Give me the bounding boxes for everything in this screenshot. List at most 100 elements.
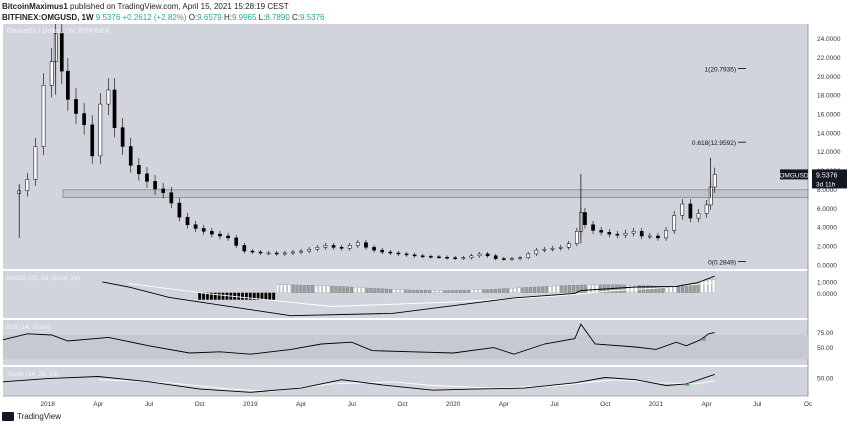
candle-body xyxy=(591,224,595,231)
macd-histogram-bar xyxy=(669,286,673,293)
candle-body xyxy=(599,230,604,233)
macd-histogram-bar xyxy=(521,287,525,293)
candle-body xyxy=(74,99,78,114)
macd-histogram-bar xyxy=(591,284,595,293)
macd-histogram-bar xyxy=(314,285,318,293)
macd-histogram-bar xyxy=(560,285,564,293)
macd-histogram-bar xyxy=(435,290,439,293)
macd-histogram-bar xyxy=(318,285,322,293)
candle-body xyxy=(137,165,141,175)
macd-histogram-bar xyxy=(482,289,486,293)
candle-body xyxy=(250,250,255,253)
macd-histogram-bar xyxy=(213,292,217,300)
macd-histogram-bar xyxy=(346,286,350,293)
macd-histogram-bar xyxy=(494,288,498,293)
macd-histogram-bar xyxy=(307,285,311,293)
candle-body xyxy=(510,258,514,260)
time-tick-1: Apr xyxy=(93,401,104,408)
macd-histogram-bar xyxy=(466,290,470,293)
macd-histogram-bar xyxy=(622,284,626,293)
macd-histogram-bar xyxy=(416,290,420,293)
low-label: L: xyxy=(258,13,266,22)
macd-histogram-bar xyxy=(420,290,424,293)
macd-histogram-bar xyxy=(614,284,618,293)
macd-histogram-bar xyxy=(486,289,490,293)
candle-body xyxy=(380,249,385,253)
candle-body xyxy=(283,252,287,255)
time-tick-6: Jul xyxy=(348,401,357,408)
macd-histogram-bar xyxy=(579,284,583,293)
publisher-name[interactable]: BitcoinMaximus1 xyxy=(2,2,68,11)
macd-histogram-bar xyxy=(342,286,346,293)
macd-histogram-bar xyxy=(295,284,299,293)
macd-title: MACD (21, 50, close, 24) xyxy=(7,275,80,282)
candle-body xyxy=(66,70,70,100)
macd-histogram-bar xyxy=(478,289,482,293)
macd-histogram-bar xyxy=(533,286,537,293)
macd-histogram-bar xyxy=(377,288,381,293)
macd-histogram-bar xyxy=(205,292,209,300)
candle-body xyxy=(607,232,612,235)
macd-histogram-bar xyxy=(385,288,389,293)
macd-histogram-bar xyxy=(556,285,560,293)
candle-body xyxy=(574,231,579,244)
macd-histogram-bar xyxy=(536,286,540,293)
price-tick-0: 0.0000 xyxy=(817,262,837,269)
macd-histogram-bar xyxy=(626,284,630,293)
macd-histogram-bar xyxy=(303,284,307,293)
time-tick-2: Jul xyxy=(145,401,154,408)
candle-body xyxy=(82,113,86,126)
macd-histogram-bar xyxy=(575,285,579,293)
rsi-tick-1: 50.00 xyxy=(817,345,834,352)
macd-histogram-bar xyxy=(264,292,268,300)
chart-canvas[interactable]: 0.00002.00004.00006.00008.000010.000012.… xyxy=(0,24,850,412)
macd-histogram-bar xyxy=(665,287,669,293)
macd-histogram-bar xyxy=(338,286,342,293)
candle-body xyxy=(485,253,490,257)
macd-histogram-bar xyxy=(501,288,505,293)
candle-body xyxy=(412,254,417,257)
candle-body xyxy=(128,146,133,166)
candle-body xyxy=(420,255,425,258)
candle-body xyxy=(242,245,247,252)
candle-body xyxy=(145,173,149,182)
stoch-arrow-icon xyxy=(685,381,690,386)
macd-histogram-bar xyxy=(490,289,494,293)
macd-histogram-bar xyxy=(311,285,315,293)
macd-histogram-bar xyxy=(708,279,712,293)
candle-body xyxy=(477,253,482,257)
candle-body xyxy=(266,252,271,255)
candle-body xyxy=(41,85,46,147)
publish-text: published on TradingView.com, April 15, … xyxy=(70,2,289,11)
stoch-title: Stoch (14, 28, 14) xyxy=(7,371,59,378)
macd-histogram-bar xyxy=(462,290,466,293)
macd-histogram-bar xyxy=(260,292,264,300)
candle-body xyxy=(201,228,206,232)
candle-body xyxy=(347,245,352,249)
macd-histogram-bar xyxy=(291,284,295,293)
macd-histogram-bar xyxy=(513,287,517,293)
tradingview-logo-icon xyxy=(2,412,14,421)
main-pane-title: OmiseGo / Dollar, 1W, BITFINEX xyxy=(7,28,110,35)
candle-body xyxy=(112,89,117,128)
macd-histogram-bar xyxy=(583,284,587,293)
candle-body xyxy=(299,250,303,253)
tradingview-footer[interactable]: TradingView xyxy=(2,412,61,421)
macd-histogram-bar xyxy=(447,290,451,293)
macd-histogram-bar xyxy=(587,284,591,293)
macd-histogram-bar xyxy=(283,284,287,293)
macd-histogram-bar xyxy=(595,284,599,293)
macd-histogram-bar xyxy=(252,292,256,300)
macd-tick-0: 1.0000 xyxy=(817,279,837,286)
macd-histogram-bar xyxy=(373,288,377,293)
macd-histogram-bar xyxy=(365,287,369,293)
macd-histogram-bar xyxy=(357,287,361,293)
close-value: 9.5376 xyxy=(300,13,325,22)
macd-histogram-bar xyxy=(221,292,225,300)
candle-body xyxy=(315,247,320,250)
candle-body xyxy=(177,202,182,218)
candle-body xyxy=(501,258,506,260)
macd-histogram-bar xyxy=(645,285,649,293)
candle-body xyxy=(169,192,174,204)
macd-histogram-bar xyxy=(256,292,260,300)
